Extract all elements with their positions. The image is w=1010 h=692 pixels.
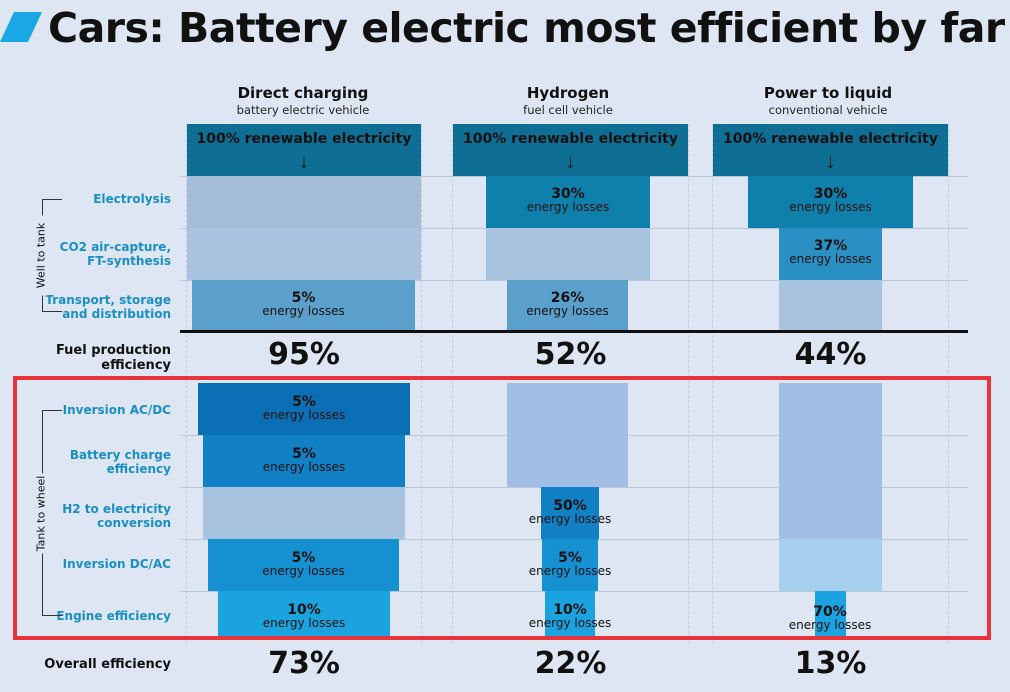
column-subtitle-hydrogen: fuel cell vehicle [523, 103, 613, 117]
bar-direct-engine [218, 591, 390, 636]
guide-line [421, 124, 422, 644]
column-title-power-to-liquid: Power to liquid [763, 84, 893, 102]
row-label-engine: Engine efficiency [56, 609, 171, 623]
fuel-production-direct: 95% [268, 337, 340, 372]
renewable-block [187, 124, 421, 176]
row-label-overall: Overall efficiency [44, 657, 171, 672]
bracket-tick [42, 199, 62, 200]
loss-label-hydrogen-h2: 50% energy losses [528, 498, 612, 526]
loss-label-direct-battery: 5% energy losses [262, 446, 346, 474]
bar-hydrogen-inversion-dcac [542, 539, 598, 591]
column-subtitle-power-to-liquid: conventional vehicle [768, 103, 888, 117]
bar-hydrogen-transport [507, 280, 628, 332]
guide-line [688, 124, 689, 644]
bar-direct-inversion-dcac [208, 539, 399, 591]
column-title-hydrogen: Hydrogen [526, 84, 610, 102]
bar-hydrogen-engine [545, 591, 595, 636]
loss-label-hydrogen-electrolysis: 30% energy losses [526, 186, 610, 214]
renewable-label: 100% renewable electricity [196, 131, 412, 147]
guide-line [452, 124, 453, 644]
loss-label-direct-engine: 10% energy losses [262, 602, 346, 630]
chart-title: Cars: Battery electric most efficient by… [48, 4, 1005, 52]
bar-hydrogen-h2 [541, 487, 599, 539]
down-arrow-icon: ↓ [825, 151, 836, 173]
renewable-block [453, 124, 688, 176]
row-label-fuel-production: Fuel production efficiency [55, 343, 171, 373]
down-arrow-icon: ↓ [299, 151, 309, 173]
bracket-tick [42, 410, 62, 411]
row-label-h2: H2 to electricity conversion [62, 502, 171, 530]
overall-hydrogen: 22% [534, 646, 607, 681]
bar-direct-inversion-acdc [198, 383, 410, 435]
renewable-label: 100% renewable electricity [723, 131, 938, 147]
row-label-co2: CO2 air-capture, FT-synthesis [59, 240, 171, 268]
bar-direct-transport [192, 280, 415, 332]
well-to-tank-label: Well to tank [34, 215, 48, 296]
bar-direct-co2 [187, 228, 421, 280]
renewable-block [713, 124, 948, 176]
guide-line [186, 124, 187, 644]
row-label-inversion-dcac: Inversion DC/AC [62, 557, 171, 571]
bar-hydrogen-electrolysis [486, 176, 650, 228]
guide-line [712, 124, 713, 644]
title-mark-icon [0, 12, 42, 42]
row-label-transport: Transport, storage and distribution [45, 293, 171, 321]
row-label-battery: Battery charge efficiency [69, 448, 171, 476]
bar-direct-electrolysis [187, 176, 421, 228]
bar-ptl-transport [779, 280, 882, 332]
bar-ptl-electrolysis [748, 176, 913, 228]
fuel-production-divider [180, 330, 968, 333]
column-subtitle-direct-charging: battery electric vehicle [236, 103, 370, 117]
bracket-tick [42, 311, 62, 312]
loss-label-hydrogen-inversion-dcac: 5% energy losses [528, 550, 612, 578]
bar-ptl-inversion-dcac [779, 539, 882, 591]
row-label-electrolysis: Electrolysis [93, 192, 171, 206]
bar-direct-battery [203, 435, 405, 487]
bracket-tick [42, 615, 62, 616]
fuel-production-hydrogen: 52% [534, 337, 607, 372]
bar-ptl-engine [815, 591, 846, 636]
loss-label-ptl-co2: 37% energy losses [789, 238, 872, 266]
bar-ptl-co2 [779, 228, 882, 280]
bar-ptl-inversion-acdc [779, 383, 882, 539]
loss-label-direct-inversion-dcac: 5% energy losses [262, 550, 345, 578]
guide-line [948, 124, 949, 644]
renewable-label: 100% renewable electricity [463, 131, 678, 147]
loss-label-hydrogen-transport: 26% energy losses [526, 290, 609, 318]
loss-label-direct-transport: 5% energy losses [262, 290, 345, 318]
loss-label-hydrogen-engine: 10% energy losses [528, 602, 612, 630]
overall-ptl: 13% [794, 646, 867, 681]
bar-hydrogen-co2 [486, 228, 650, 280]
bar-hydrogen-inversion-acdc [507, 383, 628, 487]
tank-to-wheel-highlight [13, 376, 991, 640]
row-label-inversion-acdc: Inversion AC/DC [62, 403, 171, 417]
bar-direct-h2 [203, 487, 405, 539]
down-arrow-icon: ↓ [565, 151, 576, 173]
fuel-production-ptl: 44% [794, 337, 867, 372]
loss-label-direct-inversion-acdc: 5% energy losses [262, 394, 346, 422]
loss-label-ptl-electrolysis: 30% energy losses [789, 186, 872, 214]
overall-direct: 73% [268, 646, 340, 681]
column-title-direct-charging: Direct charging [237, 84, 369, 102]
loss-label-ptl-engine: 70% energy losses [788, 604, 872, 632]
